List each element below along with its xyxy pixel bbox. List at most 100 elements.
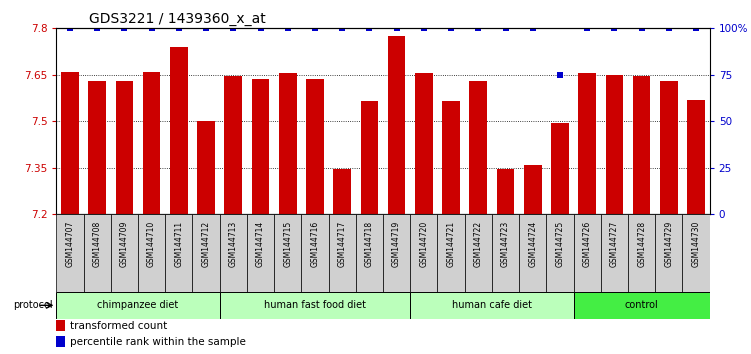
Point <box>282 25 294 31</box>
Bar <box>383 214 410 292</box>
Bar <box>198 121 215 214</box>
Bar <box>89 81 106 214</box>
Text: GSM144725: GSM144725 <box>556 221 565 267</box>
Text: transformed count: transformed count <box>70 321 167 331</box>
Point <box>499 25 511 31</box>
Text: GSM144729: GSM144729 <box>665 221 674 267</box>
Point <box>472 25 484 31</box>
Text: GSM144724: GSM144724 <box>528 221 537 267</box>
Bar <box>496 169 514 214</box>
Point <box>228 25 240 31</box>
Point <box>445 25 457 31</box>
Bar <box>524 165 541 214</box>
Text: GSM144713: GSM144713 <box>229 221 238 267</box>
Bar <box>328 214 356 292</box>
Text: GSM144719: GSM144719 <box>392 221 401 267</box>
Bar <box>437 214 465 292</box>
Bar <box>633 76 650 214</box>
Bar <box>252 79 270 214</box>
Text: GSM144714: GSM144714 <box>256 221 265 267</box>
Bar <box>547 214 574 292</box>
Bar <box>492 214 519 292</box>
Bar <box>333 169 351 214</box>
Bar <box>660 81 677 214</box>
Text: GSM144712: GSM144712 <box>201 221 210 267</box>
Point <box>418 25 430 31</box>
Bar <box>687 99 705 214</box>
Text: chimpanzee diet: chimpanzee diet <box>98 300 179 310</box>
Bar <box>442 101 460 214</box>
Bar <box>574 292 710 319</box>
Text: GSM144727: GSM144727 <box>610 221 619 267</box>
Bar <box>605 75 623 214</box>
Bar <box>165 214 192 292</box>
Bar <box>170 47 188 214</box>
Bar <box>551 123 569 214</box>
Text: GSM144715: GSM144715 <box>283 221 292 267</box>
Text: GSM144726: GSM144726 <box>583 221 592 267</box>
Bar <box>116 81 133 214</box>
Point <box>635 25 647 31</box>
Text: GSM144720: GSM144720 <box>419 221 428 267</box>
Point <box>336 25 348 31</box>
Text: protocol: protocol <box>13 300 53 310</box>
Text: GSM144717: GSM144717 <box>338 221 347 267</box>
Text: GSM144718: GSM144718 <box>365 221 374 267</box>
Text: GSM144710: GSM144710 <box>147 221 156 267</box>
Text: GDS3221 / 1439360_x_at: GDS3221 / 1439360_x_at <box>89 12 266 26</box>
Bar <box>56 336 65 347</box>
Point <box>663 25 675 31</box>
Text: human cafe diet: human cafe diet <box>452 300 532 310</box>
Bar <box>415 73 433 214</box>
Bar <box>247 214 274 292</box>
Point <box>64 25 76 31</box>
Text: GSM144707: GSM144707 <box>65 221 74 267</box>
Text: GSM144709: GSM144709 <box>120 221 129 267</box>
Bar <box>138 214 165 292</box>
Text: GSM144721: GSM144721 <box>447 221 456 267</box>
Text: GSM144716: GSM144716 <box>310 221 319 267</box>
Text: GSM144722: GSM144722 <box>474 221 483 267</box>
Bar <box>628 214 655 292</box>
Text: GSM144711: GSM144711 <box>174 221 183 267</box>
Point <box>255 25 267 31</box>
Point <box>309 25 321 31</box>
Bar <box>306 79 324 214</box>
Text: percentile rank within the sample: percentile rank within the sample <box>70 337 246 347</box>
Point <box>690 25 702 31</box>
Bar <box>225 76 242 214</box>
Point <box>526 25 538 31</box>
Bar <box>469 81 487 214</box>
Bar <box>465 214 492 292</box>
Bar <box>274 214 301 292</box>
Bar <box>578 73 596 214</box>
Bar <box>410 292 574 319</box>
Point <box>119 25 131 31</box>
Bar <box>61 72 79 214</box>
Text: GSM144708: GSM144708 <box>92 221 101 267</box>
Bar <box>56 214 83 292</box>
Bar <box>192 214 219 292</box>
Bar <box>601 214 628 292</box>
Bar <box>219 214 247 292</box>
Text: GSM144723: GSM144723 <box>501 221 510 267</box>
Text: human fast food diet: human fast food diet <box>264 300 366 310</box>
Point <box>173 25 185 31</box>
Point <box>200 25 212 31</box>
Bar <box>143 72 161 214</box>
Bar <box>519 214 546 292</box>
Bar <box>219 292 410 319</box>
Point <box>581 25 593 31</box>
Text: control: control <box>625 300 659 310</box>
Bar <box>56 292 219 319</box>
Bar <box>360 101 379 214</box>
Bar <box>683 214 710 292</box>
Bar <box>655 214 683 292</box>
Point <box>554 72 566 78</box>
Bar <box>111 214 138 292</box>
Bar <box>574 214 601 292</box>
Bar <box>388 36 406 214</box>
Point <box>363 25 376 31</box>
Bar <box>56 320 65 331</box>
Point <box>608 25 620 31</box>
